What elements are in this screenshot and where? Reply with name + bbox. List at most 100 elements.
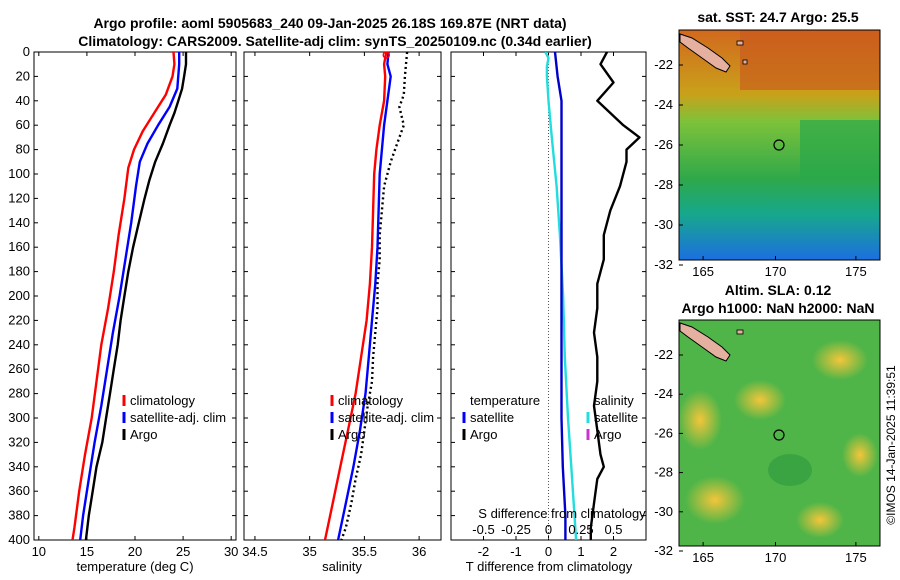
legend-title-temperature: temperature: [470, 393, 540, 408]
depth-tick-label: 320: [8, 434, 30, 449]
legend-label-sal-argo: Argo: [594, 427, 621, 442]
legend-label-climatology: climatology: [130, 393, 196, 408]
depth-tick-label: 20: [16, 68, 30, 83]
x-tick-label: -1: [510, 544, 522, 559]
legend-label-argo: Argo: [130, 427, 157, 442]
x-tick-label: 1: [577, 544, 584, 559]
sst-map-title: sat. SST: 24.7 Argo: 25.5: [697, 9, 859, 25]
depth-tick-label: 140: [8, 215, 30, 230]
footer-stamp: ©IMOS 14-Jan-2025 11:39:51: [884, 365, 898, 525]
x-tick-label: 0: [545, 544, 552, 559]
series-line-satellite: [336, 52, 392, 540]
lat-tick-label: -32: [654, 257, 673, 272]
depth-tick-label: 180: [8, 264, 30, 279]
x-tick-label: 35.5: [352, 544, 377, 559]
series-line-climatology: [323, 52, 388, 540]
island-loyalty-sla: [736, 329, 744, 335]
title-line-2: Climatology: CARS2009. Satellite-adj cli…: [78, 33, 592, 49]
s-diff-tick-label: 0: [545, 522, 552, 537]
argo-float-marker-sst: [773, 139, 785, 151]
temperature-xlabel: temperature (deg C): [76, 559, 193, 574]
legend-title-salinity: salinity: [594, 393, 634, 408]
series-group: [323, 52, 409, 540]
lat-tick-label: -28: [654, 465, 673, 480]
x-tick-label: 20: [128, 544, 142, 559]
depth-tick-label: 100: [8, 166, 30, 181]
sla-high-5: [796, 502, 844, 538]
sla-high-4: [812, 340, 868, 380]
sst-map-axes: 165 170 175 -22 -24 -26 -28 -30 -32: [654, 57, 867, 279]
sla-low-1: [768, 454, 812, 486]
sla-high-1: [678, 390, 722, 450]
series-line-satellite: [79, 52, 181, 540]
x-tick-label: 35: [302, 544, 316, 559]
legend-label-climatology: climatology: [338, 393, 404, 408]
x-tick-label: 34.5: [242, 544, 267, 559]
sla-high-6: [842, 433, 878, 477]
lat-tick-label: -24: [654, 386, 673, 401]
title-line-1: Argo profile: aoml 5905683_240 09-Jan-20…: [93, 15, 566, 31]
legend-label-temp-satellite: satellite: [470, 410, 514, 425]
depth-tick-label: 60: [16, 117, 30, 132]
s-diff-tick-label: -0.5: [472, 522, 494, 537]
depth-tick-label: 80: [16, 142, 30, 157]
difference-xlabel-top: S difference from climatology: [478, 506, 646, 521]
lon-tick-label: 170: [765, 264, 787, 279]
x-tick-label: 25: [176, 544, 190, 559]
depth-tick-label: 300: [8, 410, 30, 425]
depth-tick-label: 40: [16, 93, 30, 108]
depth-tick-label: 0: [23, 44, 30, 59]
series-line-argo: [340, 52, 409, 540]
new-caledonia-land: [679, 33, 731, 73]
x-tick-label: 30: [224, 544, 238, 559]
lon-tick-label: 175: [845, 550, 867, 565]
s-diff-tick-label: 0.25: [568, 522, 593, 537]
lat-tick-label: -24: [654, 97, 673, 112]
series-line-temperature-satellite: [544, 52, 578, 540]
depth-tick-label: 160: [8, 239, 30, 254]
depth-tick-label: 340: [8, 459, 30, 474]
depth-tick-label: 200: [8, 288, 30, 303]
depth-tick-label: 220: [8, 312, 30, 327]
new-caledonia-land-sla: [679, 322, 731, 362]
legend-label-temp-argo: Argo: [470, 427, 497, 442]
series-line-salinity-satellite: [553, 52, 567, 540]
island-loyalty: [736, 40, 744, 46]
lat-tick-label: -30: [654, 504, 673, 519]
legend-label-satellite: satellite-adj. clim: [338, 410, 434, 425]
depth-tick-label: 240: [8, 337, 30, 352]
difference-plot: -2 -1 0 1 2 -0.5 -0.25 0 0.25 0.5: [472, 52, 641, 559]
series-group: [544, 52, 641, 540]
lon-tick-label: 170: [765, 550, 787, 565]
salinity-legend: climatology satellite-adj. clim Argo: [330, 393, 434, 442]
series-line-climatology: [71, 52, 176, 540]
salinity-axes: [243, 51, 442, 541]
depth-tick-label: 360: [8, 483, 30, 498]
sst-map: [678, 29, 881, 261]
sla-map-title-2: Argo h1000: NaN h2000: NaN: [682, 300, 875, 316]
series-group: [71, 52, 188, 540]
x-tick-label: -2: [478, 544, 490, 559]
lon-tick-label: 175: [845, 264, 867, 279]
difference-xlabel: T difference from climatology: [466, 559, 633, 574]
x-tick-label: 10: [32, 544, 46, 559]
sst-warm-patch: [740, 30, 880, 90]
lon-tick-label: 165: [692, 550, 714, 565]
lat-tick-label: -22: [654, 347, 673, 362]
island-loyalty-2: [742, 59, 748, 65]
surface-marker: [382, 52, 391, 59]
lon-tick-label: 165: [692, 264, 714, 279]
lat-tick-label: -22: [654, 57, 673, 72]
lat-tick-label: -28: [654, 177, 673, 192]
depth-tick-label: 260: [8, 361, 30, 376]
s-diff-tick-label: 0.5: [604, 522, 622, 537]
depth-axis: 0 20 40 60 80 100 120 140 160 180 200 220 240 260 280 3…: [8, 44, 646, 547]
depth-tick-label: 120: [8, 190, 30, 205]
legend-label-satellite: satellite-adj. clim: [130, 410, 226, 425]
temperature-axes: [33, 51, 237, 541]
sla-high-3: [685, 476, 745, 524]
lat-tick-label: -30: [654, 217, 673, 232]
salinity-xlabel: salinity: [322, 559, 362, 574]
lat-tick-label: -26: [654, 137, 673, 152]
